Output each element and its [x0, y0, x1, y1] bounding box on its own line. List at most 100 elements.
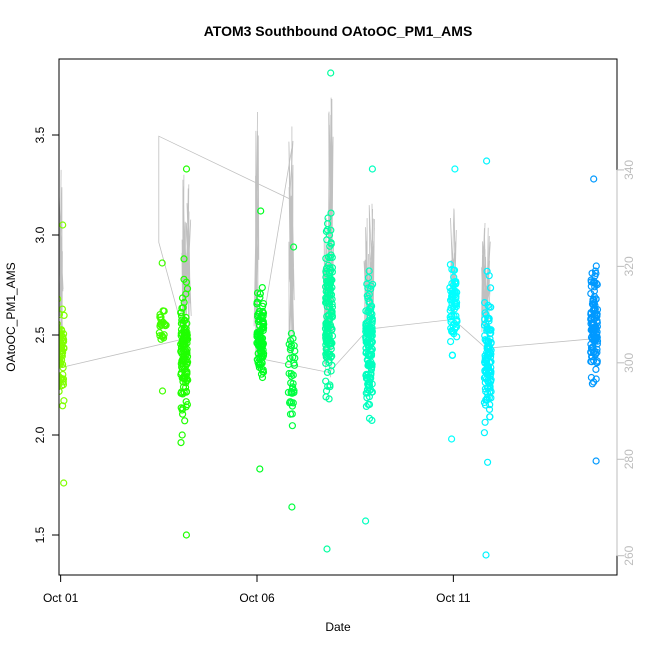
data-point: [328, 264, 336, 272]
data-point: [448, 328, 456, 336]
x-axis-label: Date: [325, 620, 351, 634]
y-tick-label: 2.5: [33, 326, 47, 343]
y2-tick-label: 340: [622, 160, 636, 180]
cluster-8: [480, 157, 495, 559]
x-tick-label: Oct 06: [239, 591, 275, 605]
data-point: [182, 531, 190, 539]
data-point: [323, 353, 331, 361]
y-tick-label: 1.5: [33, 526, 47, 543]
data-point: [448, 435, 456, 443]
data-point: [364, 383, 372, 391]
x-axis: Oct 01 Oct 06 Oct 11: [43, 574, 471, 605]
y-tick-label: 3.0: [33, 226, 47, 243]
data-point: [158, 259, 166, 267]
y2-tick-label: 320: [622, 256, 636, 276]
data-point: [367, 282, 375, 290]
data-point: [485, 366, 493, 374]
data-point: [451, 165, 459, 173]
data-point: [362, 517, 370, 525]
y2-tick-label: 300: [622, 352, 636, 372]
data-point: [483, 384, 492, 392]
data-point: [284, 388, 292, 396]
data-point: [366, 339, 374, 347]
data-point: [367, 346, 375, 354]
cluster-6: [362, 165, 377, 525]
y-tick-label: 3.5: [33, 126, 47, 143]
data-point: [322, 299, 330, 307]
y-axis: 1.5 2.0 2.5 3.0 3.5: [33, 126, 60, 543]
data-point: [59, 370, 67, 379]
scatter-series: [59, 69, 602, 559]
line-spike-4: [288, 126, 295, 368]
line-spike-2: [185, 184, 192, 349]
data-point: [182, 346, 190, 354]
data-point: [260, 320, 268, 328]
data-point: [364, 328, 372, 336]
data-point: [183, 285, 192, 293]
y2-tick-label: 260: [622, 545, 636, 565]
data-point: [326, 383, 334, 391]
y-axis-label: OAtoOC_PM1_AMS: [4, 262, 18, 371]
data-point: [450, 319, 459, 327]
data-point: [183, 328, 191, 336]
data-point: [451, 291, 459, 299]
data-point: [288, 422, 296, 430]
data-point: [322, 387, 331, 395]
data-point: [367, 285, 375, 293]
data-point: [178, 294, 187, 302]
data-point: [448, 299, 456, 308]
data-point: [481, 299, 489, 307]
data-point: [481, 418, 489, 426]
data-point: [257, 207, 265, 215]
data-point: [258, 324, 266, 332]
data-point: [327, 239, 335, 247]
data-point: [180, 328, 188, 336]
data-point: [487, 388, 495, 396]
data-point: [177, 347, 185, 355]
data-point: [362, 370, 370, 378]
data-point: [182, 383, 190, 391]
data-point: [591, 336, 599, 344]
data-point: [588, 358, 596, 366]
data-point: [183, 401, 191, 409]
cluster-9: [587, 175, 602, 465]
data-point: [287, 329, 295, 338]
data-point: [178, 431, 186, 439]
data-point: [485, 359, 494, 367]
data-point: [257, 370, 266, 378]
data-point: [322, 334, 330, 342]
data-point: [485, 272, 493, 280]
data-point: [589, 296, 597, 304]
data-point: [178, 316, 186, 324]
data-point: [446, 284, 454, 292]
data-point: [181, 316, 189, 324]
data-point: [59, 329, 62, 337]
data-point: [290, 243, 298, 251]
cluster-3: [253, 207, 268, 473]
data-point: [258, 334, 267, 342]
data-point: [326, 283, 334, 291]
data-point: [158, 319, 166, 327]
line-spike-3: [253, 111, 260, 359]
data-point: [181, 417, 189, 425]
data-point: [284, 360, 293, 369]
line-spike-0: [59, 169, 64, 354]
data-point: [448, 312, 456, 320]
data-point: [484, 458, 492, 466]
data-point: [328, 312, 336, 320]
data-point: [59, 320, 61, 327]
data-point: [328, 295, 336, 303]
data-point: [255, 361, 263, 369]
data-point: [287, 342, 296, 350]
data-point: [59, 329, 61, 336]
data-point: [180, 353, 188, 361]
data-point: [178, 312, 186, 320]
data-point: [328, 361, 336, 369]
data-point: [446, 313, 454, 321]
data-point: [59, 295, 62, 303]
data-point: [453, 316, 461, 324]
data-point: [327, 353, 335, 361]
data-point: [322, 254, 330, 262]
data-point: [325, 312, 333, 320]
